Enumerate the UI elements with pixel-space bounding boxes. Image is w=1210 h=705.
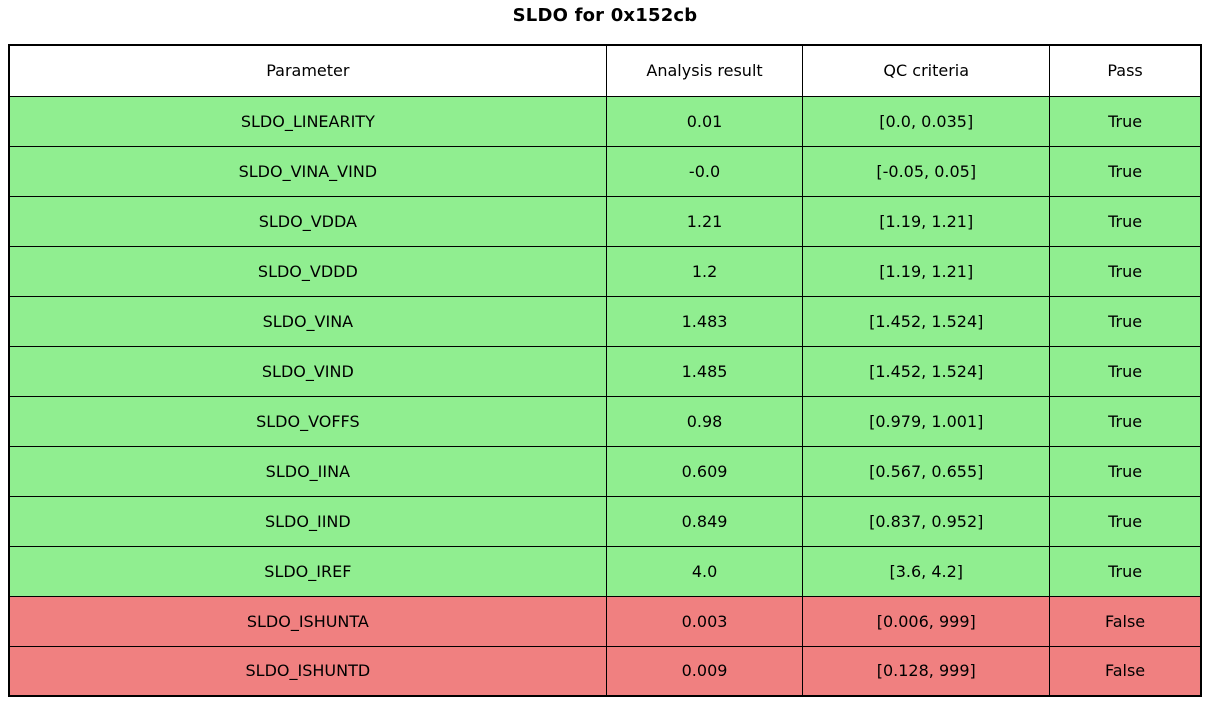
result-cell: -0.0 — [605, 145, 804, 197]
table-row: SLDO_VDDD 1.2 [1.19, 1.21] True — [8, 245, 1202, 297]
pass-cell: False — [1049, 595, 1202, 647]
table-row: SLDO_VINA_VIND -0.0 [-0.05, 0.05] True — [8, 145, 1202, 197]
parameter-cell: SLDO_IREF — [8, 545, 607, 597]
result-cell: 1.485 — [605, 345, 804, 397]
criteria-cell: [0.979, 1.001] — [802, 395, 1051, 447]
pass-cell: False — [1049, 645, 1202, 697]
criteria-cell: [1.19, 1.21] — [802, 245, 1051, 297]
header-cell-qc-criteria: QC criteria — [802, 44, 1051, 97]
qc-results-table: Parameter Analysis result QC criteria Pa… — [8, 44, 1202, 697]
result-cell: 0.849 — [605, 495, 804, 547]
table-row: SLDO_ISHUNTA 0.003 [0.006, 999] False — [8, 595, 1202, 647]
table-row: SLDO_LINEARITY 0.01 [0.0, 0.035] True — [8, 95, 1202, 147]
parameter-cell: SLDO_IIND — [8, 495, 607, 547]
pass-cell: True — [1049, 195, 1202, 247]
pass-cell: True — [1049, 445, 1202, 497]
header-cell-analysis-result: Analysis result — [605, 44, 804, 97]
result-cell: 0.609 — [605, 445, 804, 497]
pass-cell: True — [1049, 295, 1202, 347]
parameter-cell: SLDO_LINEARITY — [8, 95, 607, 147]
table-body: SLDO_LINEARITY 0.01 [0.0, 0.035] True SL… — [8, 95, 1202, 697]
parameter-cell: SLDO_VINA — [8, 295, 607, 347]
page-title: SLDO for 0x152cb — [512, 5, 698, 26]
table-row: SLDO_IIND 0.849 [0.837, 0.952] True — [8, 495, 1202, 547]
pass-cell: True — [1049, 545, 1202, 597]
table-row: SLDO_ISHUNTD 0.009 [0.128, 999] False — [8, 645, 1202, 697]
table-row: SLDO_VIND 1.485 [1.452, 1.524] True — [8, 345, 1202, 397]
result-cell: 1.21 — [605, 195, 804, 247]
criteria-cell: [1.452, 1.524] — [802, 345, 1051, 397]
parameter-cell: SLDO_ISHUNTD — [8, 645, 607, 697]
result-cell: 4.0 — [605, 545, 804, 597]
parameter-cell: SLDO_ISHUNTA — [8, 595, 607, 647]
criteria-cell: [-0.05, 0.05] — [802, 145, 1051, 197]
pass-cell: True — [1049, 395, 1202, 447]
result-cell: 0.009 — [605, 645, 804, 697]
parameter-cell: SLDO_VINA_VIND — [8, 145, 607, 197]
pass-cell: True — [1049, 495, 1202, 547]
table-row: SLDO_IREF 4.0 [3.6, 4.2] True — [8, 545, 1202, 597]
header-row: Parameter Analysis result QC criteria Pa… — [8, 44, 1202, 97]
header-cell-parameter: Parameter — [8, 44, 607, 97]
result-cell: 0.003 — [605, 595, 804, 647]
parameter-cell: SLDO_VDDD — [8, 245, 607, 297]
criteria-cell: [0.0, 0.035] — [802, 95, 1051, 147]
result-cell: 0.01 — [605, 95, 804, 147]
parameter-cell: SLDO_IINA — [8, 445, 607, 497]
criteria-cell: [0.006, 999] — [802, 595, 1051, 647]
result-cell: 0.98 — [605, 395, 804, 447]
pass-cell: True — [1049, 145, 1202, 197]
table-row: SLDO_VINA 1.483 [1.452, 1.524] True — [8, 295, 1202, 347]
table-row: SLDO_VOFFS 0.98 [0.979, 1.001] True — [8, 395, 1202, 447]
parameter-cell: SLDO_VIND — [8, 345, 607, 397]
criteria-cell: [0.837, 0.952] — [802, 495, 1051, 547]
criteria-cell: [1.19, 1.21] — [802, 195, 1051, 247]
criteria-cell: [1.452, 1.524] — [802, 295, 1051, 347]
parameter-cell: SLDO_VDDA — [8, 195, 607, 247]
parameter-cell: SLDO_VOFFS — [8, 395, 607, 447]
table-row: SLDO_IINA 0.609 [0.567, 0.655] True — [8, 445, 1202, 497]
result-cell: 1.483 — [605, 295, 804, 347]
header-cell-pass: Pass — [1049, 44, 1202, 97]
result-cell: 1.2 — [605, 245, 804, 297]
pass-cell: True — [1049, 245, 1202, 297]
table-row: SLDO_VDDA 1.21 [1.19, 1.21] True — [8, 195, 1202, 247]
criteria-cell: [0.567, 0.655] — [802, 445, 1051, 497]
criteria-cell: [0.128, 999] — [802, 645, 1051, 697]
pass-cell: True — [1049, 345, 1202, 397]
table-header: Parameter Analysis result QC criteria Pa… — [8, 44, 1202, 97]
criteria-cell: [3.6, 4.2] — [802, 545, 1051, 597]
pass-cell: True — [1049, 95, 1202, 147]
